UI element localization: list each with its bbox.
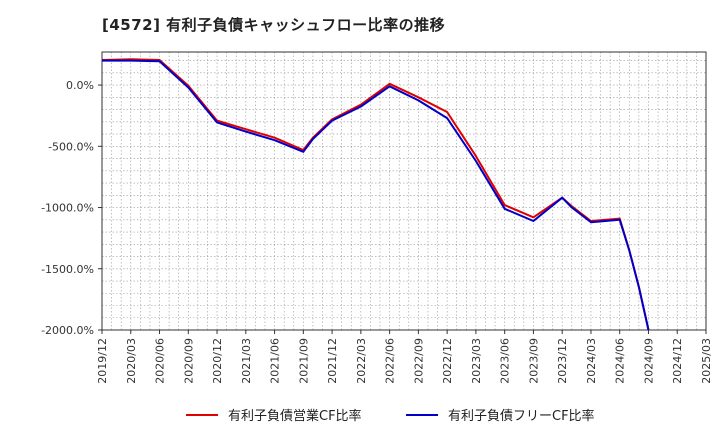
chart-title: [4572] 有利子負債キャッシュフロー比率の推移	[102, 16, 446, 34]
x-tick-label: 2024/03	[585, 338, 598, 384]
x-tick-label: 2021/09	[297, 338, 310, 384]
y-tick-label: -500.0%	[48, 140, 94, 153]
x-tick-label: 2020/09	[182, 338, 195, 384]
y-tick-label: -1500.0%	[41, 263, 94, 276]
x-tick-label: 2021/03	[240, 338, 253, 384]
plot-area	[101, 51, 707, 331]
y-tick-label: -1000.0%	[41, 202, 94, 215]
y-tick-label: -2000.0%	[41, 324, 94, 337]
series-lines	[101, 58, 650, 331]
series-line-2	[102, 59, 650, 331]
legend-label-2: 有利子負債フリーCF比率	[448, 408, 595, 424]
x-tick-label: 2023/09	[527, 338, 540, 384]
x-tick-label: 2025/03	[700, 338, 713, 384]
series-line-1	[101, 58, 650, 331]
x-tick-label: 2023/12	[556, 338, 569, 384]
y-axis: 0.0% -500.0% -1000.0% -1500.0% -2000.0%	[41, 79, 102, 337]
x-axis: 2019/12 2020/03 2020/06 2020/09 2020/12 2021/…	[96, 330, 713, 384]
x-tick-label: 2022/03	[355, 338, 368, 384]
x-tick-label: 2022/09	[412, 338, 425, 384]
legend-label-1: 有利子負債営業CF比率	[228, 408, 362, 424]
x-tick-label: 2021/06	[269, 338, 282, 384]
legend: 有利子負債営業CF比率 有利子負債フリーCF比率	[186, 408, 595, 424]
x-tick-label: 2020/12	[211, 338, 224, 384]
x-tick-label: 2024/09	[642, 338, 655, 384]
x-tick-label: 2023/03	[470, 338, 483, 384]
x-tick-label: 2020/03	[125, 338, 138, 384]
x-tick-label: 2022/06	[384, 338, 397, 384]
x-tick-label: 2022/12	[441, 338, 454, 384]
x-tick-label: 2021/12	[326, 338, 339, 384]
y-tick-label: 0.0%	[66, 79, 94, 92]
x-tick-label: 2023/06	[499, 338, 512, 384]
x-tick-label: 2024/12	[671, 338, 684, 384]
x-tick-label: 2024/06	[614, 338, 627, 384]
grid	[101, 52, 707, 331]
x-tick-label: 2019/12	[96, 338, 109, 384]
x-tick-label: 2020/06	[154, 338, 167, 384]
